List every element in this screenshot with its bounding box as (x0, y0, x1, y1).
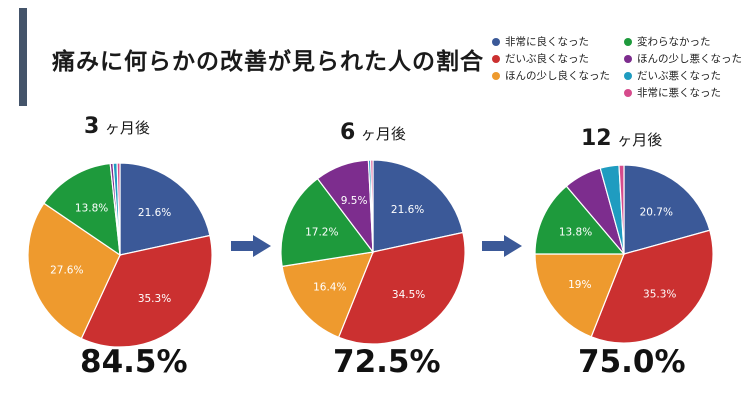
slice-label: 21.6% (391, 204, 424, 216)
slice-label: 35.3% (643, 289, 676, 301)
slice-label: 13.8% (559, 227, 592, 239)
legend-item: ほんの少し悪くなった (624, 51, 742, 66)
pie-slice (119, 162, 211, 256)
legend-swatch (624, 37, 632, 46)
legend-item: だいぶ悪くなった (624, 68, 721, 83)
slice-label: 17.2% (305, 226, 338, 238)
slice-label: 20.7% (640, 207, 673, 219)
accent-bar (19, 8, 27, 106)
legend-label: 非常に悪くなった (637, 87, 721, 99)
slice-label: 13.8% (75, 203, 108, 215)
legend-item: 非常に良くなった (492, 34, 589, 49)
slice-label: 35.3% (138, 293, 171, 305)
period-label: 3 ヶ月後 (84, 114, 150, 139)
legend-swatch (624, 88, 632, 97)
legend-swatch (624, 54, 632, 63)
period-label: 12 ヶ月後 (581, 126, 662, 151)
period-number: 6 (340, 120, 356, 145)
period-unit: ヶ月後 (104, 119, 150, 137)
pie-slice (534, 185, 626, 255)
legend-swatch (492, 37, 500, 46)
arrows (231, 235, 522, 257)
slice-label: 34.5% (392, 289, 425, 301)
pie-slice (590, 229, 714, 344)
pie-slice (43, 162, 121, 257)
pie-slice (372, 159, 464, 253)
slice-label: 27.6% (50, 265, 83, 277)
slice-label: 9.5% (341, 195, 368, 207)
legend-label: 変わらなかった (637, 36, 711, 48)
period-number: 3 (84, 114, 100, 139)
pie-slice (27, 202, 121, 340)
legend: 非常に良くなった 変わらなかった だいぶ良くなった ほんの少し悪くなった ほんの… (492, 34, 750, 114)
legend-item: だいぶ良くなった (492, 51, 589, 66)
arrow-right-icon (231, 235, 271, 257)
pie-slice (534, 253, 625, 338)
pie-slice (618, 164, 625, 255)
pie-slice (281, 251, 374, 339)
pie-slice (116, 162, 121, 256)
slice-label: 21.6% (138, 207, 171, 219)
legend-label: だいぶ良くなった (505, 53, 589, 65)
legend-swatch (492, 71, 500, 80)
legend-swatch (624, 71, 632, 80)
legend-label: 非常に良くなった (505, 36, 589, 48)
pie-chart: 21.6% 35.3% 27.6% 13.8% (27, 162, 213, 348)
pie-slice (80, 234, 213, 348)
legend-label: だいぶ悪くなった (637, 70, 721, 82)
period-unit: ヶ月後 (617, 131, 663, 149)
total-percentage: 84.5% (80, 344, 188, 380)
legend-label: ほんの少し良くなった (505, 70, 610, 82)
period-number: 12 (581, 126, 612, 151)
total-percentage: 75.0% (578, 344, 686, 380)
legend-label: ほんの少し悪くなった (637, 53, 742, 65)
legend-item: 変わらなかった (624, 34, 711, 49)
pie-chart: 21.6% 34.5% 16.4% 17.2% 9.5% (280, 159, 466, 345)
legend-item: 非常に悪くなった (624, 85, 721, 100)
legend-item: ほんの少し良くなった (492, 68, 610, 83)
pie-chart: 20.7% 35.3% 19% 13.8% (534, 164, 714, 344)
total-percentage: 72.5% (333, 344, 441, 380)
legend-swatch (492, 54, 500, 63)
period-label: 6 ヶ月後 (340, 120, 406, 145)
pie-slice (280, 177, 375, 268)
pie-slice (370, 159, 374, 253)
page-title: 痛みに何らかの改善が見られた人の割合 (52, 49, 484, 75)
slice-label: 16.4% (313, 281, 346, 293)
pie-slice (623, 164, 711, 255)
slice-label: 19% (568, 279, 591, 291)
period-unit: ヶ月後 (360, 125, 406, 143)
arrow-right-icon (482, 235, 522, 257)
